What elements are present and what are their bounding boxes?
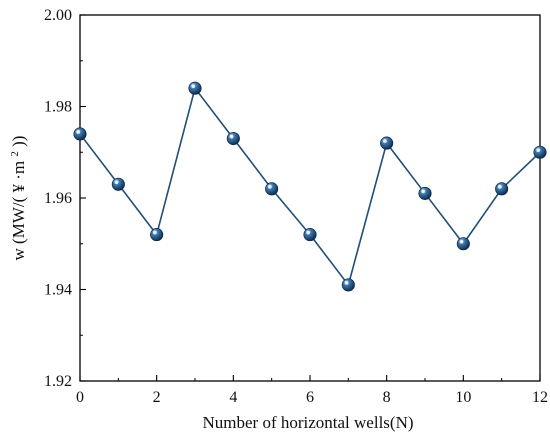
data-point-marker <box>380 136 394 150</box>
data-point <box>226 131 240 146</box>
y-axis-title-dot: ·m <box>9 161 28 180</box>
data-point <box>188 81 202 95</box>
y-axis-title: w (MW/( ¥ ·m 2 )) <box>9 136 28 261</box>
plot-frame <box>79 14 541 382</box>
data-point-highlight <box>383 139 387 143</box>
x-axis-title: Number of horizontal wells(N) <box>202 413 413 432</box>
x-tick-label: 6 <box>306 389 314 406</box>
data-point <box>73 127 87 141</box>
data-point <box>341 278 355 292</box>
data-point-marker <box>456 237 470 251</box>
x-tick-label: 4 <box>229 389 237 406</box>
data-point-marker <box>226 131 240 146</box>
data-point-marker <box>188 81 202 95</box>
y-axis-title-sup: 2 <box>9 151 21 157</box>
data-point-marker <box>150 228 164 242</box>
data-point-marker <box>265 182 279 196</box>
series-layer <box>73 81 547 292</box>
data-point-marker <box>533 145 547 159</box>
data-point-marker <box>495 182 509 196</box>
x-tick-label: 0 <box>76 389 84 406</box>
data-point <box>303 228 317 242</box>
data-point-highlight <box>306 230 311 235</box>
y-tick-label: 1.98 <box>44 99 72 116</box>
data-point <box>533 145 547 159</box>
data-point <box>111 177 125 191</box>
data-point-highlight <box>76 130 80 134</box>
y-axis-title-yen: ¥ <box>9 183 28 192</box>
data-point <box>150 228 164 242</box>
data-point <box>380 136 394 150</box>
data-point <box>456 237 470 251</box>
data-point-highlight <box>153 230 157 235</box>
data-point-marker <box>303 228 317 242</box>
plot-area <box>79 14 541 382</box>
y-tick-label: 1.94 <box>44 282 72 299</box>
y-axis-title-prefix: w (MW/( <box>9 196 28 260</box>
data-point-highlight <box>268 185 272 189</box>
data-point-highlight <box>229 134 234 139</box>
data-point-highlight <box>344 281 349 285</box>
series-line <box>79 87 541 286</box>
data-point <box>265 182 279 196</box>
data-point-highlight <box>459 239 464 244</box>
axes: 0 2 4 6 8 10 12 1.92 1.94 1.96 1.98 2.00 <box>44 7 548 406</box>
data-point-marker <box>73 127 87 141</box>
data-point-highlight <box>498 185 502 189</box>
data-point <box>495 182 509 196</box>
y-tick-label: 1.96 <box>44 190 72 207</box>
data-point-marker <box>341 278 355 292</box>
y-tick-label: 2.00 <box>44 7 72 24</box>
data-point-marker <box>111 177 125 191</box>
data-point <box>418 186 432 200</box>
y-tick-label: 1.92 <box>44 373 72 390</box>
x-tick-label: 12 <box>532 389 548 406</box>
data-point-highlight <box>114 180 119 185</box>
x-tick-label: 8 <box>383 389 391 406</box>
x-tick-label: 2 <box>153 389 161 406</box>
data-point-highlight <box>421 189 426 194</box>
x-tick-label: 10 <box>455 389 471 406</box>
data-point-marker <box>418 186 432 200</box>
data-point-highlight <box>536 148 540 153</box>
y-axis-title-suffix: )) <box>9 136 28 147</box>
data-point-highlight <box>191 84 195 88</box>
